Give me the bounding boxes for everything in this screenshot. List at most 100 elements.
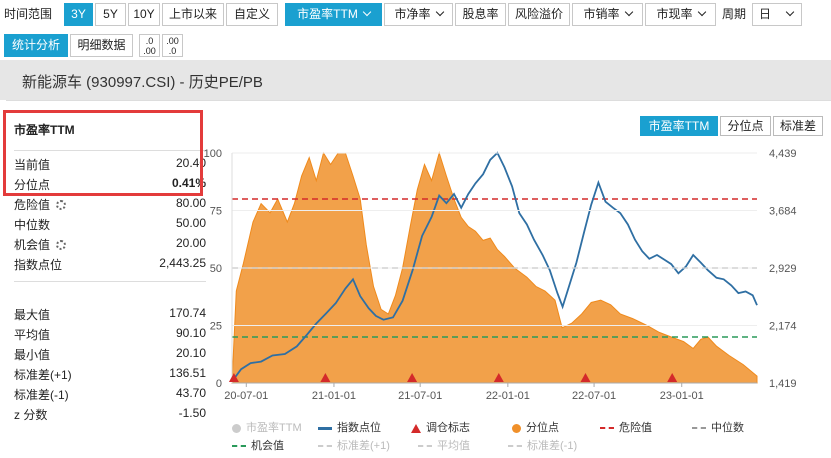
chart-tab-percentile[interactable]: 分位点 [720, 116, 771, 136]
stat-value: 50.00 [175, 216, 206, 230]
stat-percentile: 分位点 0.41% [14, 176, 206, 196]
legend-label: 指数点位 [337, 422, 381, 434]
chevron-down-icon [362, 7, 372, 17]
stat-label: 标准差(+1) [14, 368, 72, 382]
legend-item-index[interactable]: 指数点位 [318, 419, 381, 435]
stat-label: 最大值 [14, 308, 51, 322]
legend-dash [692, 427, 706, 430]
legend-label: 危险值 [619, 422, 652, 434]
legend-label: 市盈率TTM [246, 422, 302, 434]
sub-toolbar: 统计分析 明细数据 .0.00 .00.0 [0, 32, 831, 58]
metric-pe-ttm-dropdown[interactable]: 市盈率TTM [285, 3, 382, 26]
legend-label: 中位数 [711, 422, 744, 434]
range-10y-button[interactable]: 10Y [128, 3, 160, 26]
legend-item-rebalance[interactable]: 调仓标志 [411, 419, 470, 435]
divider [14, 150, 206, 151]
range-label: 时间范围 [4, 7, 53, 21]
chevron-down-icon [785, 7, 795, 17]
tab-statistics[interactable]: 统计分析 [4, 34, 68, 57]
stat-median: 中位数 50.00 [14, 216, 206, 236]
range-custom-button[interactable]: 自定义 [226, 3, 278, 26]
legend-item-pe-ttm[interactable]: 市盈率TTM [232, 419, 302, 435]
chevron-down-icon [435, 7, 444, 17]
stat-value: 170.74 [169, 306, 206, 320]
stats-header: 市盈率TTM [14, 123, 75, 137]
range-3y-button[interactable]: 3Y [64, 3, 93, 26]
increase-decimals-icon[interactable]: .0.00 [139, 34, 160, 57]
metric-risk-premium-button[interactable]: 风险溢价 [508, 3, 570, 26]
legend-item-std-minus[interactable]: 标准差(-1) [508, 437, 577, 453]
stat-label: 分位点 [14, 178, 51, 192]
stat-value: 20.40 [175, 156, 206, 170]
legend-dot [232, 423, 241, 433]
toolbar: 时间范围 3Y 5Y 10Y 上市以来 自定义 市盈率TTM 市净率 股息率 风… [0, 0, 831, 30]
stat-value: 0.41% [171, 176, 206, 190]
highlight-box [3, 110, 203, 196]
chevron-down-icon [697, 7, 706, 17]
stat-label: 当前值 [14, 158, 51, 172]
legend-item-std-plus[interactable]: 标准差(+1) [318, 437, 390, 453]
metric-pe-ttm-label: 市盈率TTM [297, 7, 358, 21]
metric-ps-dropdown[interactable]: 市销率 [572, 3, 643, 26]
legend-dot [512, 423, 521, 433]
divider [14, 281, 206, 282]
stat-label: 危险值 [14, 196, 67, 213]
stat-z-score: z 分数 -1.50 [14, 406, 206, 426]
metric-pb-label: 市净率 [394, 7, 431, 21]
chart-tab-std[interactable]: 标准差 [773, 116, 823, 136]
metric-ps-label: 市销率 [583, 7, 620, 21]
stat-value: 80.00 [175, 196, 206, 210]
period-label: 周期 [722, 7, 747, 21]
chart-tab-pe-ttm[interactable]: 市盈率TTM [640, 116, 718, 136]
legend-item-opportunity[interactable]: 机会值 [232, 437, 284, 453]
period-select[interactable]: 日 [752, 3, 802, 26]
stat-value: 136.51 [169, 366, 206, 380]
legend-item-percentile[interactable]: 分位点 [512, 419, 559, 435]
stat-value: 43.70 [175, 386, 206, 400]
legend-label: 标准差(-1) [527, 440, 578, 452]
legend-dash [418, 445, 432, 448]
stat-label: 指数点位 [14, 258, 63, 272]
title-bar: 新能源车 (930997.CSI) - 历史PE/PB [0, 60, 831, 100]
legend-dash [318, 445, 332, 448]
tab-detail-data[interactable]: 明细数据 [70, 34, 133, 57]
metric-pcf-dropdown[interactable]: 市现率 [645, 3, 716, 26]
metric-pb-dropdown[interactable]: 市净率 [384, 3, 453, 26]
stat-value: 20.00 [175, 236, 206, 250]
legend-line [318, 426, 332, 430]
stat-label: 机会值 [14, 236, 67, 253]
stat-opportunity: 机会值 20.00 [14, 236, 206, 256]
stat-std-plus: 标准差(+1) 136.51 [14, 366, 206, 386]
legend-item-danger[interactable]: 危险值 [600, 419, 652, 435]
stat-index-level: 指数点位 2,443.25 [14, 256, 206, 276]
page-title: 新能源车 (930997.CSI) - 历史PE/PB [22, 74, 263, 91]
gear-icon[interactable] [56, 240, 67, 250]
legend-label: 调仓标志 [426, 422, 470, 434]
legend-dash [232, 445, 246, 448]
legend-item-mean[interactable]: 平均值 [418, 437, 470, 453]
legend-triangle [411, 423, 421, 433]
gear-icon[interactable] [56, 200, 67, 210]
legend-label: 平均值 [437, 440, 470, 452]
metric-dividend-button[interactable]: 股息率 [455, 3, 506, 26]
stat-label: 平均值 [14, 328, 51, 342]
stat-value: -1.50 [178, 406, 206, 420]
stat-danger: 危险值 80.00 [14, 196, 206, 216]
stat-label-text: 危险值 [14, 198, 51, 212]
decrease-decimals-icon[interactable]: .00.0 [162, 34, 183, 57]
stat-label-text: 机会值 [14, 238, 51, 252]
range-5y-button[interactable]: 5Y [95, 3, 126, 26]
legend-label: 分位点 [526, 422, 559, 434]
legend-dash [600, 427, 614, 430]
stat-value: 2,443.25 [159, 256, 206, 270]
stat-max: 最大值 170.74 [14, 306, 206, 326]
chevron-down-icon [624, 7, 633, 17]
legend-item-median[interactable]: 中位数 [692, 419, 744, 435]
stat-label: z 分数 [14, 408, 48, 422]
stat-mean: 平均值 90.10 [14, 326, 206, 346]
stat-value: 20.10 [175, 346, 206, 360]
stat-label: 中位数 [14, 218, 51, 232]
stat-label: 标准差(-1) [14, 388, 69, 402]
range-since-listing-button[interactable]: 上市以来 [162, 3, 224, 26]
stat-value: 90.10 [175, 326, 206, 340]
